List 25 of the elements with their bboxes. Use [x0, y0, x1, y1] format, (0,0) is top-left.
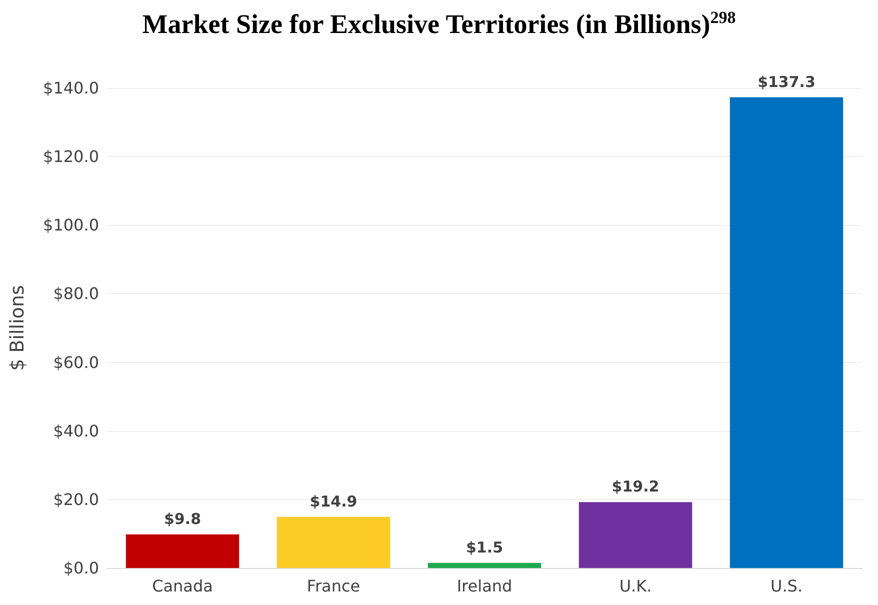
x-tick-label: U.K. [619, 576, 652, 596]
data-label: $1.5 [466, 538, 504, 556]
y-tick-label: $80.0 [53, 284, 99, 304]
y-tick-label: $20.0 [53, 490, 99, 509]
bar [276, 516, 390, 568]
bar [578, 502, 692, 568]
data-label: $19.2 [612, 478, 660, 496]
y-tick-label: $120.0 [43, 147, 99, 166]
y-axis-title: $ Billions [6, 285, 28, 371]
y-tick-label: $60.0 [53, 352, 99, 372]
data-label: $14.9 [310, 492, 358, 510]
y-tick-label: $100.0 [43, 216, 99, 235]
bar [126, 534, 240, 568]
bar [730, 97, 844, 568]
y-tick-label: $0.0 [63, 558, 99, 578]
x-tick-label: Canada [152, 576, 213, 596]
chart-title: Market Size for Exclusive Territories (in Billions)$^{298}$ [141, 8, 737, 40]
data-label: $9.8 [164, 510, 202, 528]
x-tick-label: U.S. [770, 576, 803, 596]
data-label: $137.3 [758, 72, 816, 91]
bar [428, 562, 542, 568]
x-tick-label: Ireland [456, 576, 512, 596]
y-tick-label: $40.0 [53, 421, 99, 440]
x-tick-label: France [306, 576, 360, 596]
y-tick-label: $140.0 [43, 78, 99, 98]
